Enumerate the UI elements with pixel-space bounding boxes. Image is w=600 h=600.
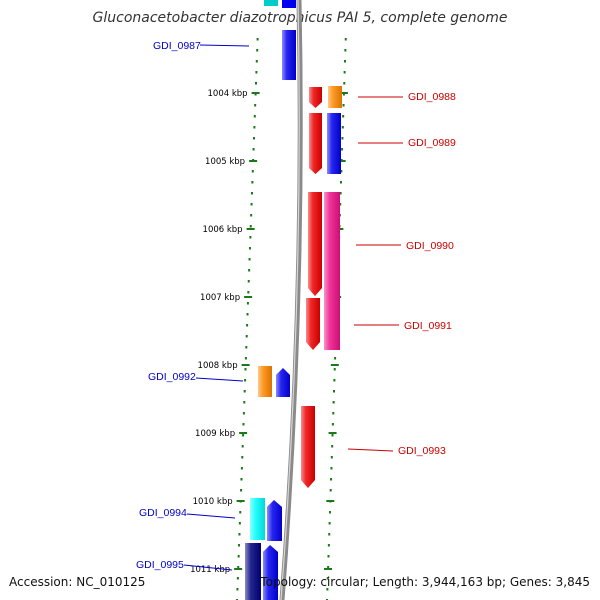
- gene-label-text: GDI_0995: [136, 559, 184, 571]
- gene-label-text: GDI_0993: [398, 445, 446, 457]
- gene-GDI_0989[interactable]: [327, 113, 341, 174]
- gene-GDI_0987[interactable]: [282, 30, 296, 80]
- axis-tick-label: 1005 kbp: [205, 157, 245, 167]
- axis-tick-label: 1008 kbp: [198, 361, 238, 371]
- gene-label-GDI_0992[interactable]: GDI_0992: [148, 371, 244, 383]
- gene-GDI_0991[interactable]: [306, 298, 320, 350]
- gene-labels: GDI_0987 GDI_0988 GDI_0989 GDI_0990 GDI_0991…: [136, 40, 456, 571]
- axis-tick-label: 1006 kbp: [203, 225, 243, 235]
- backbone-highlight: [280, 0, 300, 600]
- gene-label-text: GDI_0989: [408, 137, 456, 149]
- gene-label-text: GDI_0990: [406, 240, 454, 252]
- axis-tick-1011: 1011 kbp: [190, 565, 333, 575]
- gene-GDI_0988[interactable]: [328, 86, 342, 108]
- axis-tick-1009: 1009 kbp: [195, 429, 337, 439]
- axis-tick-label: 1004 kbp: [208, 89, 248, 99]
- axis-tick-1006: 1006 kbp: [203, 225, 344, 235]
- gene-partial-top: [264, 0, 296, 8]
- gene-label-text: GDI_0994: [139, 507, 187, 519]
- axis-tick-1005: 1005 kbp: [205, 157, 346, 167]
- gene-GDI_0994-blue[interactable]: [267, 500, 282, 541]
- gene-GDI_0988-red[interactable]: [309, 87, 322, 108]
- gene-label-GDI_0989[interactable]: GDI_0989: [358, 137, 456, 149]
- axis-ticks: 1004 kbp 1005 kbp 1006 kbp 1007 kbp 1008 kbp…: [190, 89, 348, 575]
- gene-GDI_0990[interactable]: [324, 192, 340, 350]
- topology-text: Topology: circular; Length: 3,944,163 bp…: [260, 575, 590, 589]
- gene-label-GDI_0988[interactable]: GDI_0988: [358, 91, 456, 103]
- axis-tick-1008: 1008 kbp: [198, 361, 339, 371]
- gene-label-text: GDI_0987: [153, 40, 201, 52]
- gene-label-GDI_0994[interactable]: GDI_0994: [139, 507, 236, 519]
- gene-GDI_0993[interactable]: [301, 406, 315, 488]
- axis-tick-label: 1010 kbp: [193, 497, 233, 507]
- gene-label-text: GDI_0992: [148, 371, 196, 383]
- gene-label-text: GDI_0988: [408, 91, 456, 103]
- axis-tick-1010: 1010 kbp: [193, 497, 335, 507]
- axis-tick-label: 1011 kbp: [190, 565, 230, 575]
- genome-backbone: [279, 0, 303, 600]
- gene-GDI_0995-blue[interactable]: [263, 545, 278, 600]
- gene-label-GDI_0995[interactable]: GDI_0995: [136, 559, 233, 571]
- gene-features: [245, 0, 342, 600]
- gene-GDI_0994[interactable]: [250, 498, 265, 540]
- gene-GDI_0990-red[interactable]: [308, 192, 322, 296]
- gene-label-GDI_0987[interactable]: GDI_0987: [153, 40, 250, 52]
- gene-label-GDI_0990[interactable]: GDI_0990: [356, 240, 454, 252]
- gene-GDI_0995[interactable]: [245, 543, 261, 600]
- axis-tick-label: 1009 kbp: [195, 429, 235, 439]
- gene-GDI_0992[interactable]: [258, 366, 272, 397]
- axis-tick-1004: 1004 kbp: [208, 89, 348, 99]
- gene-GDI_0989-red[interactable]: [309, 113, 322, 174]
- axis-tick-label: 1007 kbp: [200, 293, 240, 303]
- accession-text: Accession: NC_010125: [9, 575, 146, 589]
- gene-label-text: GDI_0991: [404, 320, 452, 332]
- gene-label-GDI_0993[interactable]: GDI_0993: [347, 445, 446, 457]
- gene-label-GDI_0991[interactable]: GDI_0991: [354, 320, 452, 332]
- gene-GDI_0992-blue[interactable]: [276, 368, 290, 397]
